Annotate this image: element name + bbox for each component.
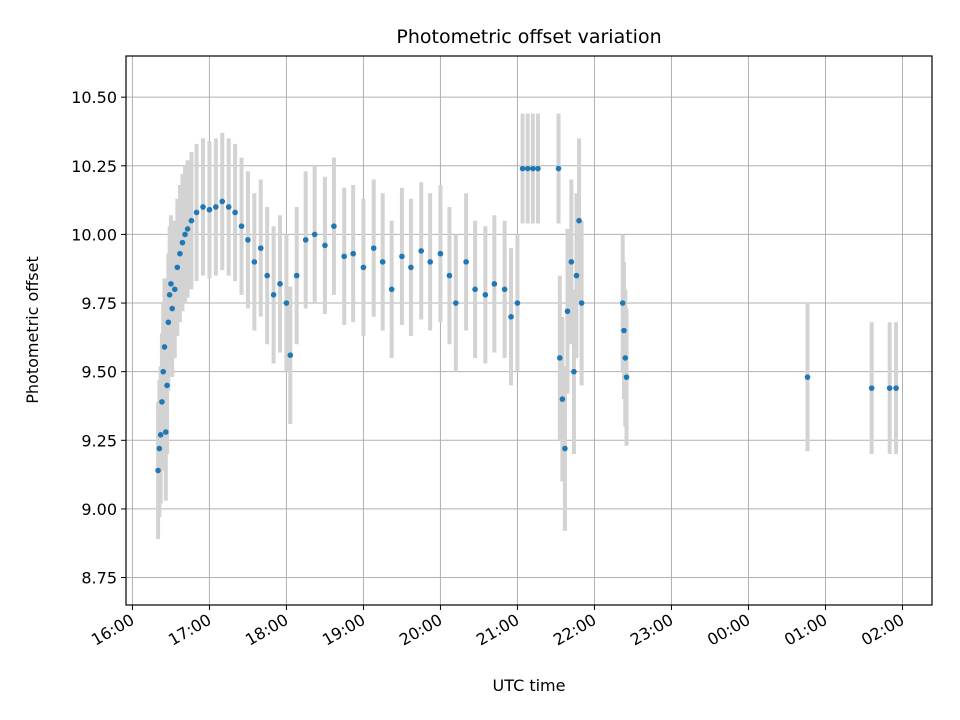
- data-point: [437, 250, 444, 257]
- data-point: [257, 245, 264, 251]
- data-point: [622, 355, 629, 361]
- data-point: [161, 344, 168, 350]
- data-point: [162, 429, 169, 435]
- data-points: [155, 165, 899, 474]
- y-tick-label: 8.75: [81, 569, 117, 588]
- data-point: [408, 264, 414, 271]
- data-point: [311, 231, 318, 238]
- y-axis-ticks: 8.75 9.00 9.25 9.50 9.75 10.00 10.25 10.50: [71, 88, 126, 588]
- data-point: [159, 399, 165, 405]
- data-point: [388, 286, 395, 293]
- data-point: [399, 253, 405, 260]
- data-point: [564, 308, 571, 315]
- data-point: [213, 204, 219, 210]
- data-point: [559, 396, 566, 402]
- data-point: [166, 292, 173, 298]
- data-point: [168, 281, 174, 287]
- data-point: [619, 300, 626, 306]
- data-point: [573, 272, 580, 279]
- data-point: [277, 281, 283, 287]
- data-point: [225, 204, 232, 210]
- data-point: [264, 272, 270, 279]
- data-point: [331, 223, 337, 229]
- data-point: [283, 300, 290, 306]
- data-point: [182, 231, 188, 238]
- y-axis-label: Photometric offset: [23, 256, 42, 404]
- data-point: [164, 382, 170, 389]
- data-point: [193, 209, 200, 216]
- data-point: [293, 272, 300, 279]
- data-point: [206, 206, 213, 213]
- data-point: [446, 272, 453, 279]
- data-point: [341, 253, 347, 260]
- data-point: [804, 374, 811, 380]
- data-point: [893, 385, 899, 391]
- data-point: [557, 355, 563, 361]
- data-point: [169, 305, 176, 312]
- plot-frame: [125, 55, 933, 606]
- data-point: [535, 165, 541, 172]
- data-point: [491, 281, 498, 287]
- data-point: [514, 300, 521, 306]
- data-point: [302, 237, 309, 243]
- chart-title: Photometric offset variation: [396, 26, 661, 48]
- data-point: [184, 226, 191, 232]
- data-point: [174, 264, 181, 271]
- data-point: [251, 259, 258, 265]
- data-point: [427, 259, 433, 265]
- x-axis-label: UTC time: [493, 676, 566, 695]
- data-point: [524, 165, 531, 172]
- data-point: [179, 239, 186, 246]
- data-point: [200, 204, 206, 210]
- data-point: [238, 223, 245, 229]
- y-tick-label: 10.25: [71, 157, 117, 176]
- data-point: [562, 445, 568, 452]
- data-point: [623, 374, 630, 380]
- y-tick-label: 9.00: [81, 500, 117, 519]
- y-tick-label: 9.50: [81, 363, 117, 382]
- data-point: [322, 242, 328, 249]
- data-point: [453, 300, 459, 306]
- data-point: [287, 352, 294, 359]
- data-point: [472, 286, 478, 293]
- data-point: [360, 264, 367, 271]
- data-point: [482, 292, 489, 298]
- data-point: [350, 250, 356, 257]
- data-point: [219, 198, 226, 205]
- data-point: [463, 259, 469, 265]
- data-point: [160, 368, 167, 375]
- data-point: [508, 313, 514, 320]
- y-tick-label: 9.25: [81, 431, 117, 450]
- data-point: [519, 165, 526, 172]
- data-point: [868, 385, 875, 391]
- data-point: [188, 217, 195, 224]
- data-point: [568, 259, 575, 265]
- y-tick-label: 10.50: [71, 88, 117, 107]
- data-point: [379, 259, 386, 265]
- data-point: [501, 286, 508, 293]
- data-point: [886, 385, 893, 391]
- data-point: [571, 368, 577, 375]
- data-point: [232, 209, 238, 216]
- data-point: [171, 286, 178, 293]
- data-point: [418, 248, 424, 254]
- data-point: [155, 467, 161, 474]
- data-point: [165, 319, 172, 326]
- data-point: [156, 445, 163, 452]
- data-point: [270, 292, 277, 298]
- y-tick-label: 9.75: [81, 294, 117, 313]
- data-point: [157, 432, 164, 438]
- data-point: [621, 327, 627, 334]
- data-point: [177, 250, 183, 257]
- data-point: [578, 300, 585, 306]
- y-tick-label: 10.00: [71, 225, 117, 244]
- data-point: [530, 165, 536, 172]
- grid-lines: [126, 56, 932, 605]
- data-point: [370, 245, 377, 251]
- data-point: [555, 165, 562, 172]
- data-point: [576, 217, 582, 224]
- data-point: [245, 237, 251, 243]
